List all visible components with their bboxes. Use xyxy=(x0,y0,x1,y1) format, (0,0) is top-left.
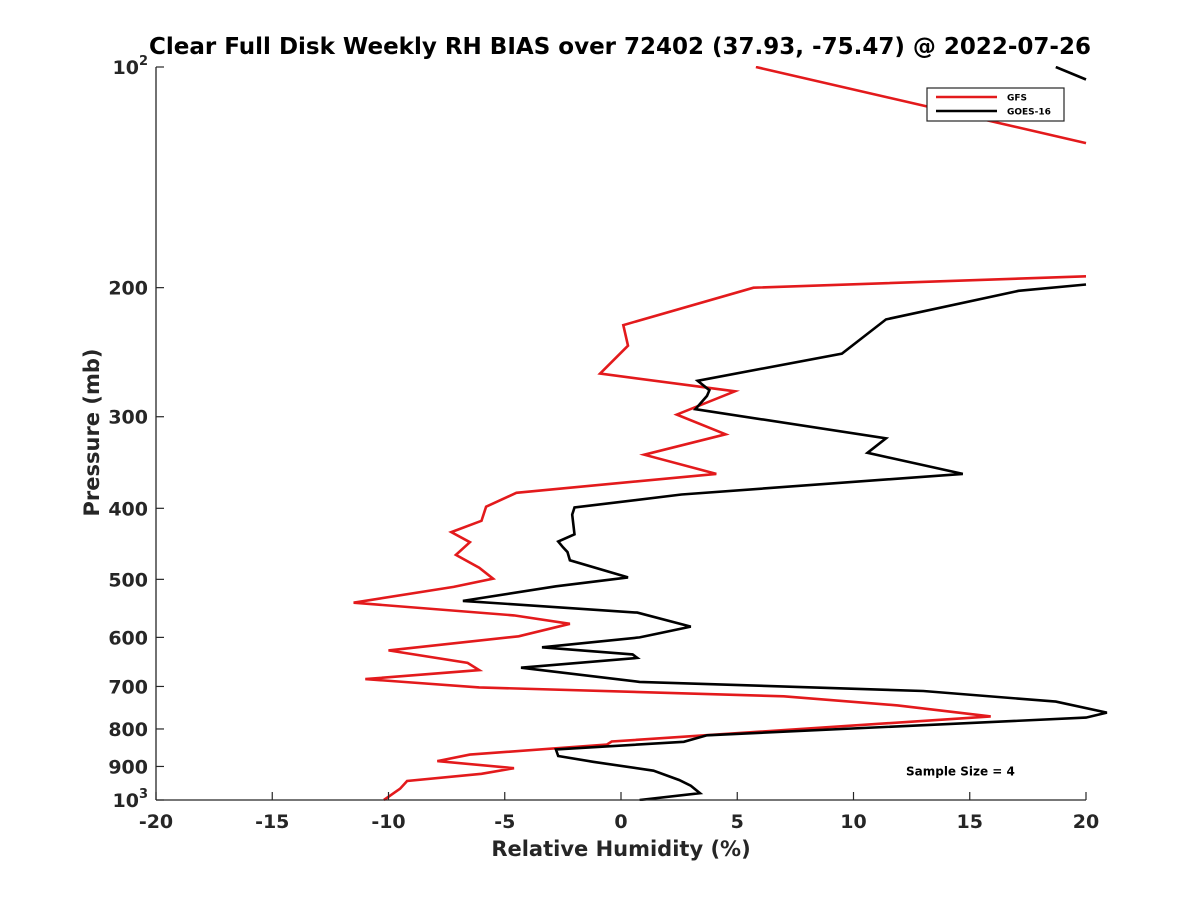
plot-lines xyxy=(353,66,1108,801)
y-tick-label: 102 xyxy=(113,54,149,79)
y-tick-label: 600 xyxy=(108,627,148,649)
chart-title: Clear Full Disk Weekly RH BIAS over 7240… xyxy=(149,34,1091,60)
x-tick-label: 5 xyxy=(731,811,744,833)
series-line-goes-16-2 xyxy=(462,283,1108,801)
x-axis-label: Relative Humidity (%) xyxy=(491,837,750,861)
y-tick-label: 700 xyxy=(108,676,148,698)
y-tick-label: 900 xyxy=(108,756,148,778)
x-tick-label: -15 xyxy=(255,811,289,833)
y-tick-label: 200 xyxy=(108,278,148,300)
y-axis-label: Pressure (mb) xyxy=(80,349,104,517)
sample-size-annotation: Sample Size = 4 xyxy=(906,764,1015,778)
x-tick-label: -20 xyxy=(139,811,173,833)
legend: GFS GOES-16 xyxy=(926,87,1065,122)
legend-box xyxy=(926,87,1065,122)
x-tick-label: 0 xyxy=(614,811,627,833)
legend-label-gfs: GFS xyxy=(1007,94,1027,104)
x-tick-label: 15 xyxy=(957,811,983,833)
y-tick-label: 103 xyxy=(113,787,149,812)
series-line-goes-16-1 xyxy=(1055,66,1087,81)
y-tick-label: 500 xyxy=(108,569,148,591)
x-tick-label: 20 xyxy=(1073,811,1099,833)
y-tick-label: 400 xyxy=(108,498,148,520)
axes: -20 -15 -10 -5 0 5 10 15 20 102 200 300 400 500 600 700… xyxy=(108,54,1099,833)
y-tick-label: 300 xyxy=(108,407,148,429)
y-tick-label: 800 xyxy=(108,719,148,741)
x-tick-label: -10 xyxy=(371,811,405,833)
x-tick-label: -5 xyxy=(494,811,515,833)
legend-label-goes-16: GOES-16 xyxy=(1007,108,1051,118)
series-line-gfs-2 xyxy=(353,275,1087,801)
x-tick-label: 10 xyxy=(840,811,866,833)
series-line-gfs-1 xyxy=(755,66,1087,145)
